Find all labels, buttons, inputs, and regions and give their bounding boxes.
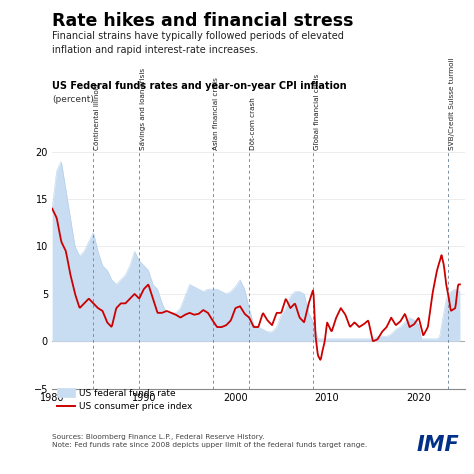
Text: Savings and loan crisis: Savings and loan crisis bbox=[140, 68, 146, 150]
Text: Continental Illinois: Continental Illinois bbox=[94, 83, 100, 150]
Text: Financial strains have typically followed periods of elevated
inflation and rapi: Financial strains have typically followe… bbox=[52, 31, 344, 55]
Text: Global financial crisis: Global financial crisis bbox=[314, 73, 320, 150]
Text: US Federal funds rates and year-on-year CPI inflation: US Federal funds rates and year-on-year … bbox=[52, 81, 347, 91]
Legend: US federal funds rate, US consumer price index: US federal funds rate, US consumer price… bbox=[57, 389, 192, 411]
Text: IMF: IMF bbox=[417, 435, 460, 455]
Text: Rate hikes and financial stress: Rate hikes and financial stress bbox=[52, 12, 354, 30]
Text: Asian financial crisis: Asian financial crisis bbox=[213, 77, 219, 150]
Text: SVB/Credit Suisse turmoil: SVB/Credit Suisse turmoil bbox=[449, 57, 455, 150]
Text: (percent): (percent) bbox=[52, 95, 94, 104]
Text: Dot-com crash: Dot-com crash bbox=[250, 97, 256, 150]
Text: Sources: Bloomberg Finance L.P., Federal Reserve History.
Note: Fed funds rate s: Sources: Bloomberg Finance L.P., Federal… bbox=[52, 434, 367, 448]
